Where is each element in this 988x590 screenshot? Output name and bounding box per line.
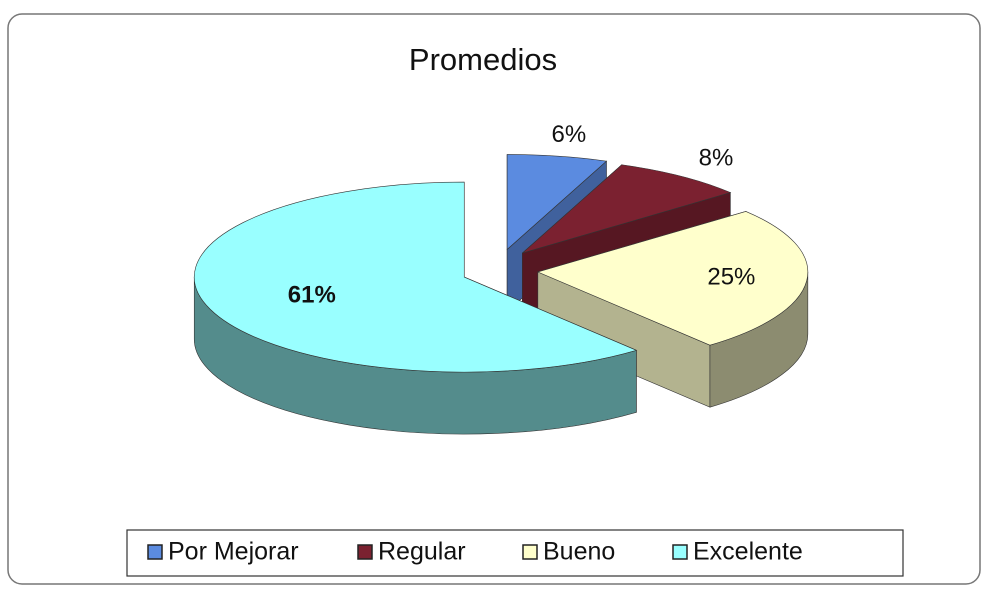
legend-label: Bueno (543, 538, 615, 566)
legend-swatch (357, 544, 373, 560)
legend-swatch (522, 544, 538, 560)
legend-box (126, 529, 904, 577)
data-label: 8% (699, 145, 734, 172)
legend-label: Por Mejorar (168, 538, 299, 566)
data-label: 25% (707, 264, 755, 291)
legend-swatch (147, 544, 163, 560)
slice-top (506, 154, 608, 251)
slice-top (522, 164, 732, 254)
chart-title: Promedios (409, 42, 557, 77)
pie-slice (193, 181, 638, 435)
pie-slice (536, 211, 809, 408)
data-label: 6% (552, 121, 587, 148)
data-label: 61% (288, 282, 336, 309)
legend-label: Excelente (693, 538, 803, 566)
legend-swatch (672, 544, 688, 560)
slice-top (536, 211, 809, 346)
legend-label: Regular (378, 538, 466, 566)
slice-top (193, 181, 638, 373)
